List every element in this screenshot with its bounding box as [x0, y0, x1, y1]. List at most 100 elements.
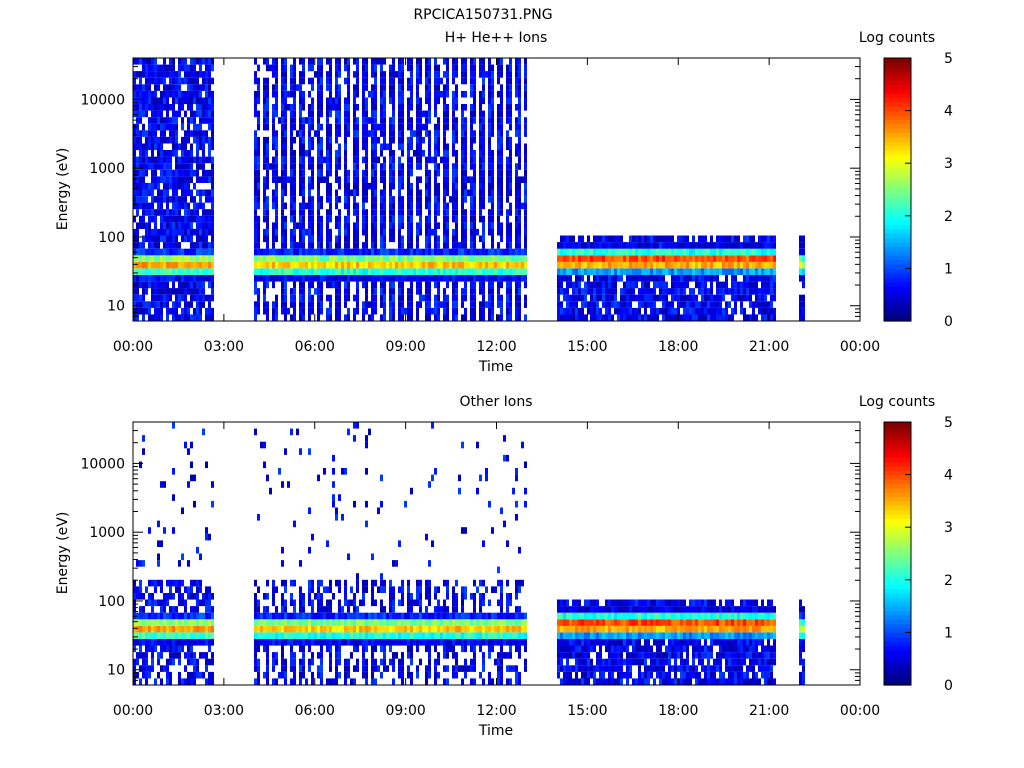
heatmap-cell [365, 104, 368, 111]
heatmap-cell [464, 143, 467, 151]
heatmap-cell [338, 130, 341, 137]
heatmap-cell [151, 281, 154, 289]
heatmap-cell [157, 150, 160, 157]
heatmap-cell [139, 176, 142, 183]
heatmap-cell [374, 294, 377, 302]
heatmap-cell [425, 84, 428, 91]
heatmap-cell [428, 64, 431, 72]
heatmap-cell [196, 130, 199, 137]
heatmap-cell [254, 678, 257, 685]
heatmap-cell [136, 593, 139, 600]
heatmap-cell [284, 58, 287, 65]
heatmap-cell [196, 281, 199, 289]
heatmap-cell [205, 90, 208, 98]
heatmap-cell [299, 143, 302, 151]
heatmap-cell [725, 242, 728, 249]
heatmap-cell [455, 84, 458, 91]
heatmap-cell [148, 645, 151, 653]
heatmap-cell [133, 156, 136, 164]
heatmap-cell [740, 307, 743, 315]
heatmap-cell [524, 58, 527, 65]
heatmap-cell [407, 156, 410, 164]
heatmap-cell [187, 645, 190, 653]
heatmap-cell [275, 136, 278, 144]
heatmap-cell [172, 202, 175, 210]
heatmap-cell [160, 639, 163, 646]
heatmap-cell [392, 156, 395, 164]
heatmap-cell [211, 215, 214, 223]
heatmap-cell [293, 612, 296, 620]
heatmap-cell [434, 209, 437, 216]
heatmap-cell [190, 294, 193, 302]
heatmap-cell [344, 196, 347, 203]
heatmap-cell [302, 242, 305, 249]
heatmap-cell [139, 97, 142, 105]
heatmap-cell [284, 307, 287, 315]
heatmap-cell [335, 163, 338, 170]
heatmap-cell [266, 268, 269, 275]
heatmap-cell [178, 222, 181, 229]
heatmap-cell [154, 77, 157, 85]
heatmap-cell [620, 242, 623, 249]
heatmap-cell [470, 176, 473, 183]
heatmap-cell [371, 196, 374, 203]
heatmap-cell [509, 156, 512, 164]
heatmap-cell [473, 248, 476, 256]
heatmap-cell [205, 314, 208, 321]
heatmap-cell [281, 248, 284, 256]
heatmap-cell [178, 281, 181, 289]
heatmap-cell [350, 261, 353, 269]
heatmap-cell [193, 84, 196, 91]
heatmap-cell [308, 110, 311, 118]
heatmap-cell [722, 255, 725, 262]
heatmap-cell [145, 619, 148, 626]
heatmap-cell [293, 671, 296, 679]
heatmap-cell [614, 288, 617, 295]
heatmap-cell [425, 261, 428, 269]
heatmap-cell [275, 196, 278, 203]
heatmap-cell [407, 97, 410, 105]
heatmap-cell [208, 678, 211, 685]
heatmap-cell [473, 110, 476, 118]
colorbar-swatch [884, 136, 911, 142]
heatmap-cell [338, 97, 341, 105]
heatmap-cell [166, 612, 169, 620]
heatmap-cell [317, 196, 320, 203]
heatmap-cell [205, 527, 208, 534]
heatmap-cell [154, 599, 157, 607]
heatmap-cell [205, 658, 208, 666]
heatmap-cell [347, 294, 350, 302]
heatmap-cell [461, 189, 464, 197]
heatmap-cell [353, 209, 356, 216]
heatmap-cell [175, 136, 178, 144]
heatmap-cell [196, 169, 199, 177]
heatmap-cell [725, 235, 728, 243]
heatmap-cell [133, 632, 136, 639]
heatmap-cell [338, 314, 341, 321]
heatmap-cell [770, 281, 773, 289]
heatmap-cell [284, 97, 287, 105]
heatmap-cell [368, 301, 371, 308]
heatmap-cell [701, 307, 704, 315]
x-axis-label: Time [478, 359, 513, 375]
heatmap-cell [133, 104, 136, 111]
heatmap-cell [392, 275, 395, 282]
heatmap-cell [290, 123, 293, 131]
heatmap-cell [145, 58, 148, 65]
colorbar-swatch [884, 97, 911, 103]
heatmap-cell [644, 307, 647, 315]
heatmap-cell [464, 288, 467, 295]
heatmap-cell [425, 228, 428, 236]
heatmap-cell [653, 275, 656, 282]
heatmap-cell [764, 268, 767, 275]
heatmap-cell [257, 248, 260, 256]
heatmap-cell [290, 314, 293, 321]
heatmap-cell [184, 678, 187, 685]
heatmap-cell [416, 248, 419, 256]
heatmap-cell [184, 143, 187, 151]
heatmap-cell [184, 248, 187, 256]
heatmap-cell [497, 222, 500, 229]
heatmap-cell [455, 123, 458, 131]
heatmap-cell [151, 189, 154, 197]
heatmap-cell [392, 301, 395, 308]
